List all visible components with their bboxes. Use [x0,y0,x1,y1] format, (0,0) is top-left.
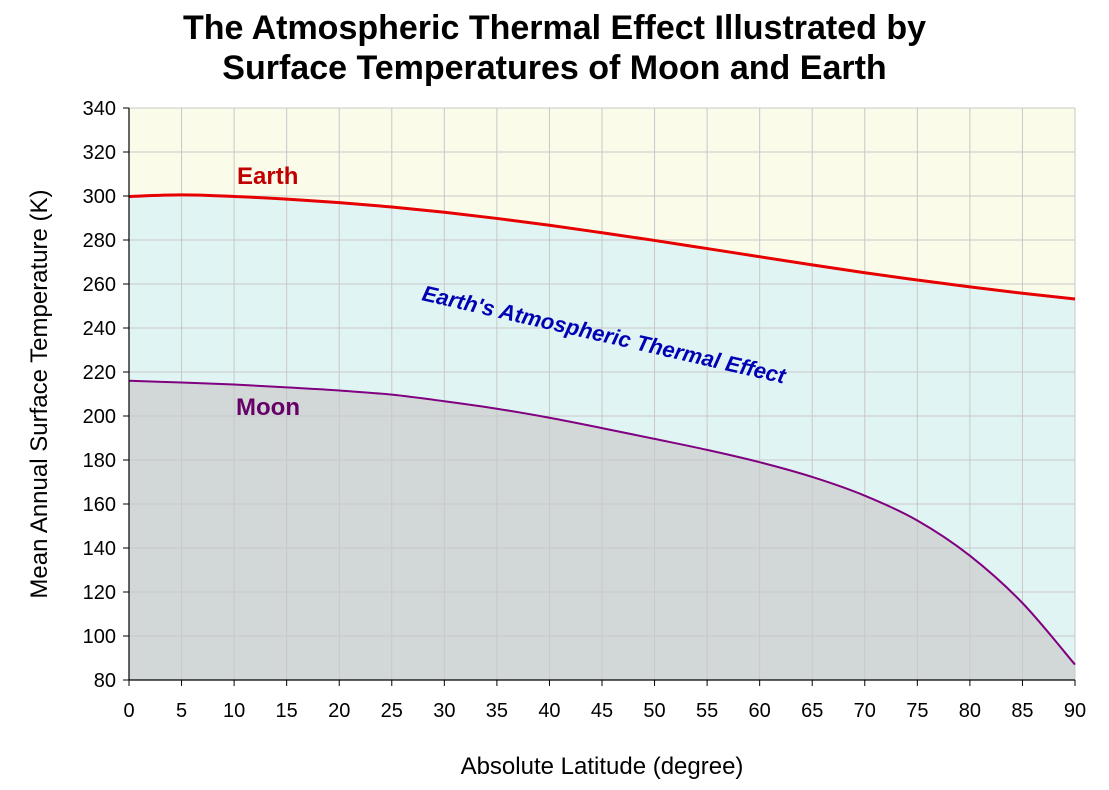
y-tick-label: 80 [94,670,116,692]
x-tick-label: 55 [696,700,718,722]
y-axis-title: Mean Annual Surface Temperature (K) [26,189,53,598]
x-tick-label: 35 [486,700,508,722]
x-tick-label: 75 [906,700,928,722]
x-tick-label: 0 [123,700,134,722]
x-tick-label: 25 [381,700,403,722]
y-tick-label: 280 [83,230,116,252]
y-tick-label: 140 [83,538,116,560]
x-tick-label: 30 [433,700,455,722]
tick-labels: 0 5 10 15 20 25 30 35 40 45 50 55 60 65 70 75 80 85 90 80 10… [83,98,1087,722]
x-tick-label: 80 [959,700,981,722]
x-tick-label: 85 [1011,700,1033,722]
y-tick-label: 100 [83,626,116,648]
y-tick-label: 180 [83,450,116,472]
x-tick-label: 90 [1064,700,1086,722]
chart-title-line-1: The Atmospheric Thermal Effect Illustrat… [182,9,927,47]
chart-title: The Atmospheric Thermal Effect Illustrat… [0,8,1109,88]
series-layer [128,193,1076,666]
y-tick-label: 200 [83,406,116,428]
chart-title-line-2: Surface Temperatures of Moon and Earth [222,49,887,87]
x-tick-label: 45 [591,700,613,722]
y-tick-label: 320 [83,142,116,164]
x-tick-label: 65 [801,700,823,722]
x-tick-label: 50 [643,700,665,722]
moon-series-label: Moon [236,394,300,421]
axes [123,107,1076,686]
earth-series-label: Earth [237,163,298,190]
earth-series-line [128,193,1076,301]
x-tick-label: 15 [276,700,298,722]
moon-series-line [128,379,1076,666]
x-tick-label: 70 [854,700,876,722]
x-axis-title: Absolute Latitude (degree) [461,753,744,780]
y-tick-label: 220 [83,362,116,384]
x-tick-label: 60 [749,700,771,722]
x-tick-label: 10 [223,700,245,722]
x-tick-label: 5 [176,700,187,722]
x-tick-label: 40 [538,700,560,722]
y-tick-label: 120 [83,582,116,604]
y-tick-label: 160 [83,494,116,516]
y-tick-label: 340 [83,98,116,120]
x-tick-label: 20 [328,700,350,722]
y-tick-label: 300 [83,186,116,208]
y-tick-label: 240 [83,318,116,340]
y-tick-label: 260 [83,274,116,296]
